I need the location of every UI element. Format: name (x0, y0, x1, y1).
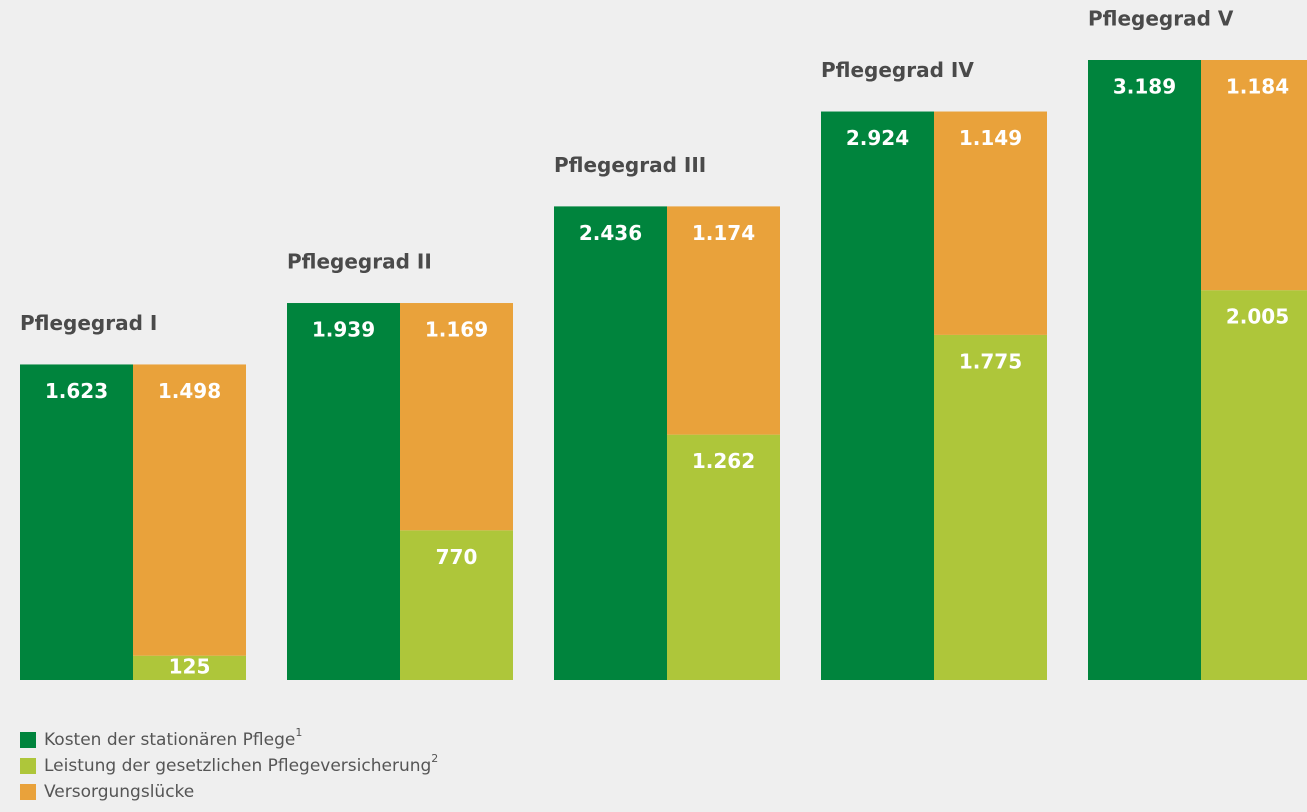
legend-swatch (20, 732, 36, 748)
bar-segment (1201, 290, 1307, 680)
value-label: 125 (169, 654, 211, 678)
value-label: 3.189 (1113, 75, 1176, 99)
bar-segment (554, 206, 667, 681)
value-label: 1.184 (1226, 75, 1289, 99)
legend-footnote: 2 (431, 752, 438, 765)
bar-segment (1201, 60, 1307, 291)
bar-segment (400, 530, 513, 680)
legend-name: Kosten der stationären Pflege (44, 730, 295, 750)
bar-segment (934, 111, 1047, 335)
bar-segment (667, 206, 780, 435)
bar-segment (287, 303, 400, 680)
bar-segment (934, 334, 1047, 680)
category-label: Pflegegrad I (20, 311, 157, 335)
value-label: 2.005 (1226, 305, 1289, 329)
legend-label: Leistung der gesetzlichen Pflegeversiche… (44, 752, 438, 776)
bar-segment (133, 364, 246, 656)
legend-swatch (20, 784, 36, 800)
value-label: 1.498 (158, 379, 221, 403)
legend-footnote: 1 (295, 726, 302, 739)
value-label: 2.924 (846, 126, 909, 150)
value-label: 1.169 (425, 318, 488, 342)
value-label: 1.262 (692, 449, 755, 473)
legend-swatch (20, 758, 36, 774)
bar-segment (400, 303, 513, 531)
value-label: 2.436 (579, 221, 642, 245)
value-label: 770 (436, 545, 478, 569)
legend-name: Versorgungslücke (44, 782, 194, 802)
bar-segment (667, 434, 780, 680)
value-label: 1.939 (312, 318, 375, 342)
bar-segment (1088, 60, 1201, 680)
category-label: Pflegegrad V (1088, 7, 1234, 31)
bar-segment (20, 364, 133, 680)
category-label: Pflegegrad II (287, 250, 432, 274)
value-label: 1.149 (959, 126, 1022, 150)
value-label: 1.775 (959, 349, 1022, 373)
value-label: 1.174 (692, 221, 755, 245)
bar-segment (133, 655, 246, 680)
legend-label: Kosten der stationären Pflege1 (44, 726, 302, 750)
legend-label: Versorgungslücke (44, 782, 194, 802)
bar-segment (821, 111, 934, 680)
category-label: Pflegegrad III (554, 153, 706, 177)
value-label: 1.623 (45, 379, 108, 403)
category-label: Pflegegrad IV (821, 58, 974, 82)
legend-name: Leistung der gesetzlichen Pflegeversiche… (44, 756, 431, 776)
